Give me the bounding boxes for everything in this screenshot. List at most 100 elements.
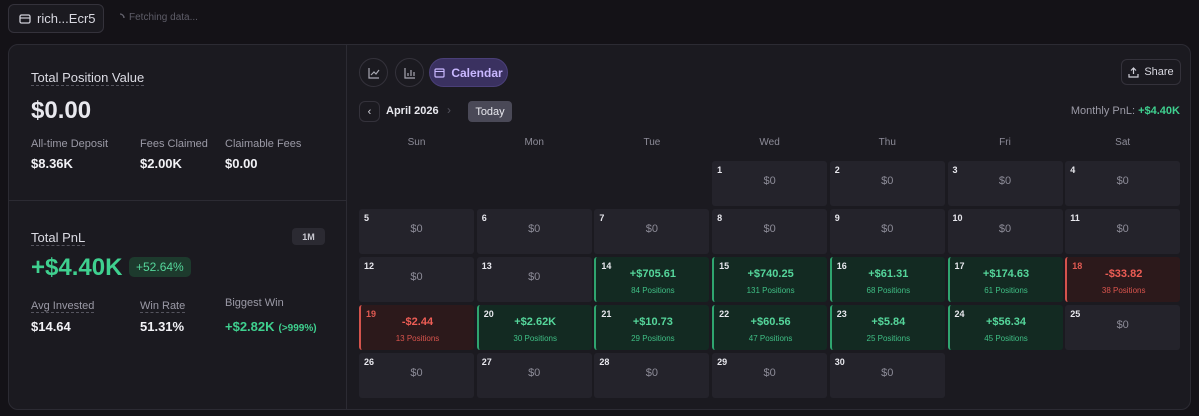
day-number: 2 (834, 165, 840, 175)
prev-month[interactable]: ‹ (359, 101, 380, 122)
bar-chart-tab[interactable] (395, 58, 424, 87)
day-positions: 25 Positions (866, 334, 911, 343)
day-cell[interactable]: 27 $0 (476, 353, 592, 398)
day-cell[interactable]: 28 $0 (594, 353, 710, 398)
day-pnl: +$56.34 (985, 316, 1027, 328)
day-number: 7 (599, 213, 605, 223)
day-number: 4 (1070, 165, 1076, 175)
share-button[interactable]: Share (1121, 59, 1181, 85)
day-positions: 47 Positions (748, 334, 793, 343)
day-cell[interactable]: 19 -$2.44 13 Positions (359, 305, 474, 350)
day-pnl: +$5.84 (871, 316, 906, 328)
stat-value: 51.31% (140, 319, 184, 334)
day-cell[interactable]: 1 $0 (712, 161, 828, 206)
day-number: 27 (481, 357, 492, 367)
day-cell[interactable]: 23 +$5.84 25 Positions (829, 305, 945, 350)
day-pnl: $0 (645, 223, 659, 235)
day-cell[interactable]: 17 +$174.63 61 Positions (947, 257, 1063, 302)
left-panel: Total Position Value $0.00 All-time Depo… (9, 45, 347, 409)
position-title: Total Position Value (31, 70, 145, 86)
day-cell[interactable]: 3 $0 (947, 161, 1063, 206)
wallet-label: rich...Ecr5 (37, 11, 96, 26)
day-number: 3 (952, 165, 958, 175)
pnl-percent: +52.64% (129, 257, 191, 277)
day-cell[interactable]: 16 +$61.31 68 Positions (829, 257, 945, 302)
stat-label: Avg Invested (31, 300, 95, 313)
day-number: 30 (834, 357, 845, 367)
day-number: 29 (717, 357, 728, 367)
day-cell[interactable]: 4 $0 (1065, 161, 1181, 206)
today-label: Today (475, 105, 505, 118)
day-pnl: $0 (763, 367, 776, 379)
day-pnl: -$2.44 (401, 316, 434, 328)
bar-icon (403, 67, 415, 79)
stat-label: Biggest Win (225, 297, 284, 309)
day-cell[interactable]: 30 $0 (829, 353, 945, 398)
day-number: 12 (364, 261, 375, 271)
line-chart-tab[interactable] (359, 58, 388, 87)
next-month[interactable]: › (447, 103, 451, 117)
day-positions: 45 Positions (984, 334, 1028, 343)
day-cell[interactable]: 15 +$740.25 131 Positions (712, 257, 828, 302)
day-number: 19 (366, 309, 377, 319)
day-cell[interactable]: 24 +$56.34 45 Positions (947, 305, 1063, 350)
day-cell[interactable]: 2 $0 (829, 161, 945, 206)
day-cell[interactable]: 12 $0 (359, 257, 474, 302)
today-button[interactable]: Today (468, 101, 512, 122)
day-positions: 68 Positions (866, 286, 911, 295)
day-cell[interactable]: 18 -$33.82 38 Positions (1065, 257, 1181, 302)
day-positions: 84 Positions (631, 286, 675, 295)
day-cell[interactable]: 20 +$2.62K 30 Positions (476, 305, 592, 350)
day-pnl: $0 (1116, 319, 1129, 331)
day-positions: 38 Positions (1101, 286, 1146, 295)
day-pnl: +$60.56 (750, 316, 791, 328)
day-cell[interactable]: 6 $0 (476, 209, 592, 254)
day-cell[interactable]: 14 +$705.61 84 Positions (594, 257, 710, 302)
stat-value: $14.64 (31, 319, 71, 334)
day-cell[interactable]: 22 +$60.56 47 Positions (712, 305, 828, 350)
day-pnl: $0 (1116, 223, 1129, 235)
day-pnl: $0 (881, 367, 894, 379)
day-cell[interactable]: 26 $0 (359, 353, 474, 398)
day-number: 10 (952, 213, 963, 223)
day-cell[interactable]: 11 $0 (1065, 209, 1181, 254)
stat-label: Win Rate (140, 300, 186, 313)
day-number: 14 (601, 261, 612, 271)
day-pnl: $0 (881, 223, 894, 235)
day-pnl: $0 (998, 175, 1012, 187)
period-badge[interactable]: 1M (292, 228, 325, 245)
stat-value: $8.36K (31, 156, 73, 171)
month-label: April 2026 (386, 105, 439, 117)
weekday: Sun (407, 137, 426, 148)
day-cell[interactable]: 7 $0 (594, 209, 710, 254)
day-cell[interactable]: 13 $0 (476, 257, 592, 302)
day-pnl: $0 (763, 223, 776, 235)
stat-label: Fees Claimed (140, 138, 208, 150)
day-pnl: +$174.63 (982, 268, 1030, 280)
weekday: Sat (1115, 137, 1131, 148)
day-number: 16 (836, 261, 847, 271)
day-cell[interactable]: 5 $0 (359, 209, 474, 254)
wallet-icon (19, 13, 31, 24)
day-positions: 131 Positions (746, 286, 795, 295)
wallet-button[interactable]: rich...Ecr5 (8, 4, 104, 33)
weekday: Fri (999, 137, 1011, 148)
position-value: $0.00 (31, 97, 92, 124)
day-cell[interactable]: 9 $0 (829, 209, 945, 254)
day-number: 6 (481, 213, 487, 223)
day-pnl: $0 (410, 367, 423, 379)
day-cell[interactable]: 25 $0 (1065, 305, 1181, 350)
day-positions: 30 Positions (513, 334, 557, 343)
stat-value: $0.00 (225, 156, 258, 171)
day-number: 23 (836, 309, 847, 319)
pnl-title: Total PnL (31, 230, 86, 246)
day-cell[interactable]: 10 $0 (947, 209, 1063, 254)
day-pnl: +$705.61 (629, 268, 676, 280)
day-pnl: $0 (645, 367, 659, 379)
day-cell[interactable]: 8 $0 (712, 209, 828, 254)
status-text: Fetching data... (129, 12, 198, 23)
calendar-tab[interactable]: Calendar (429, 58, 508, 87)
day-cell[interactable]: 29 $0 (712, 353, 828, 398)
day-number: 25 (1070, 309, 1081, 319)
day-cell[interactable]: 21 +$10.73 29 Positions (594, 305, 710, 350)
